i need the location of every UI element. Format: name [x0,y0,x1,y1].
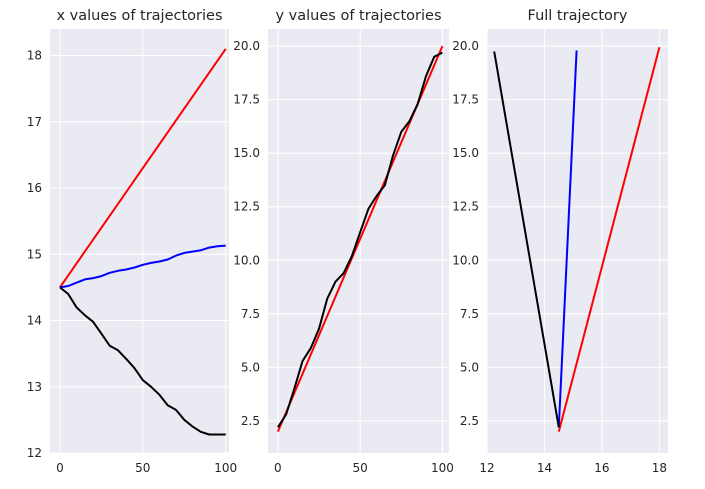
subplot-title: Full trajectory [528,8,628,24]
y-tick-label: 16 [27,181,42,195]
y-tick-label: 17 [27,115,42,129]
subplot-2: 0 50 100 2.5 5.0 7.5 10.0 12.5 15.0 17.5 20.0 y val… [233,8,454,475]
series-line-1 [557,46,661,432]
y-tick-label: 17.5 [233,93,260,107]
x-tick-label: 50 [135,461,150,475]
subplot-3: 12 14 16 18 2.5 5.0 7.5 10.0 12.5 15.0 17.5 20.0 Ful… [452,8,668,475]
series-line-3 [59,286,226,436]
y-tick-label: 10.0 [233,253,260,267]
y-tick-label: 20.0 [452,39,479,53]
y-tick-label: 15.0 [233,146,260,160]
y-tick-label: 7.5 [241,307,260,321]
y-tick-label: 15 [27,247,42,261]
x-tick-label: 16 [594,461,609,475]
y-tick-label: 5.0 [460,360,479,374]
plot-area [50,29,229,453]
y-tick-label: 10.0 [452,253,479,267]
y-tick-label: 2.5 [460,414,479,428]
series-line-2 [557,50,578,428]
y-tick-label: 17.5 [452,93,479,107]
subplot-title: y values of trajectories [275,8,441,24]
y-tick-label: 12.5 [452,200,479,214]
y-tick-label: 12 [27,446,42,460]
plot-area [487,29,668,453]
y-tick-label: 20.0 [233,39,260,53]
x-tick-label: 50 [353,461,368,475]
y-tick-label: 2.5 [241,414,260,428]
y-tick-label: 14 [27,314,42,328]
x-tick-label: 0 [274,461,282,475]
subplot-1: 0 50 100 12 13 14 15 16 17 18 x values of trajecto… [27,8,237,475]
x-tick-label: 18 [652,461,667,475]
y-tick-label: 18 [27,49,42,63]
x-tick-label: 100 [431,461,454,475]
x-tick-label: 100 [214,461,237,475]
x-tick-label: 14 [537,461,552,475]
series-line-1 [59,48,227,288]
y-tick-label: 13 [27,380,42,394]
series-line-2 [277,51,443,428]
x-tick-label: 0 [56,461,64,475]
series-line-2 [59,244,226,289]
y-tick-label: 5.0 [241,360,260,374]
series-line-3 [493,51,560,428]
x-tick-label: 12 [479,461,494,475]
y-tick-label: 7.5 [460,307,479,321]
y-tick-label: 15.0 [452,146,479,160]
y-tick-label: 12.5 [233,200,260,214]
subplot-title: x values of trajectories [56,8,222,24]
